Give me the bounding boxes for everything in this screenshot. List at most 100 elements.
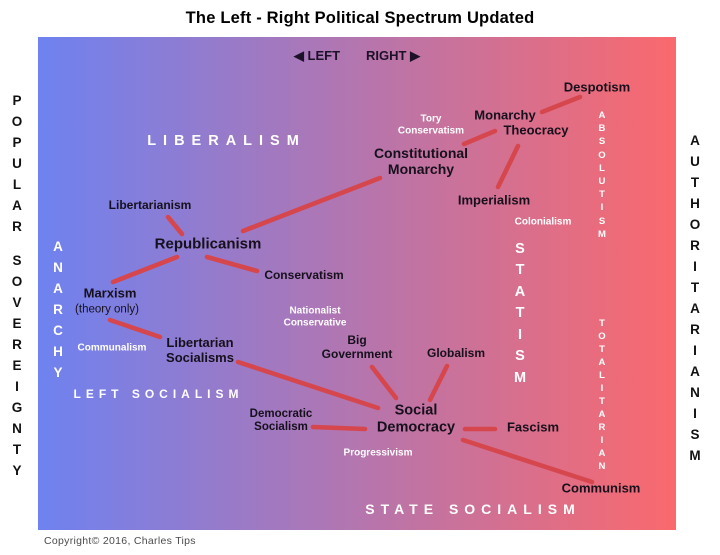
statism-label-letter: I <box>517 326 523 343</box>
statism-label-letter: S <box>515 240 525 257</box>
node-republicanism-text: Republicanism <box>154 235 262 253</box>
authoritarianism-label-letter: T <box>690 175 700 190</box>
node-fascism: Fascism <box>507 420 559 436</box>
anarchy-label-letter: R <box>53 302 63 317</box>
popular-sovereignty-label-letter: A <box>12 198 22 213</box>
node-tory-conservatism: Tory Conservatism <box>398 114 464 137</box>
anarchy-label-letter: Y <box>53 365 63 380</box>
popular-sovereignty-label-letter: P <box>12 135 22 150</box>
region-liberalism: LIBERALISM <box>147 133 306 149</box>
absolutism-label-letter: O <box>598 149 606 161</box>
node-democratic-socialism: Democratic Socialism <box>250 408 313 434</box>
node-monarchy-text: Monarchy <box>474 107 536 123</box>
popular-sovereignty-label-letter: E <box>12 358 22 373</box>
totalitarian-label-letter: I <box>600 435 604 446</box>
absolutism-label-letter: U <box>598 176 606 188</box>
statism-label-letter: T <box>515 305 525 322</box>
node-progressivism: Progressivism <box>344 447 413 459</box>
node-communism-text: Communism <box>561 480 641 496</box>
absolutism-label-letter: B <box>598 123 606 135</box>
popular-sovereignty-label-letter: V <box>12 295 22 310</box>
absolutism-label-letter: I <box>600 202 604 214</box>
popular-sovereignty-label-letter: E <box>12 316 22 331</box>
authoritarianism-label-letter: T <box>690 280 700 295</box>
popular-sovereignty-label-letter: Y <box>12 463 22 478</box>
node-libertarianism-text: Libertarianism <box>108 198 192 213</box>
popular-sovereignty-label-letter: R <box>12 337 22 352</box>
popular-sovereignty-label-letter: O <box>11 274 23 289</box>
node-tory-conservatism-text: Conservatism <box>397 125 465 136</box>
node-marxism: Marxism <box>83 285 137 302</box>
authoritarianism-label-letter: R <box>690 238 700 253</box>
authoritarianism-label-letter: A <box>690 301 700 316</box>
popular-sovereignty-label-letter: N <box>12 421 22 436</box>
node-colonialism-text: Colonialism <box>514 216 572 228</box>
node-social-democracy: Social Democracy <box>377 402 455 435</box>
popular-sovereignty-label-letter <box>12 237 23 250</box>
left-arrow-label: ◀ LEFT <box>293 48 341 63</box>
node-globalism: Globalism <box>427 346 485 361</box>
node-big-government-text: Government <box>321 347 393 361</box>
node-big-government: Big Government <box>321 333 393 362</box>
node-nationalist-conservative: Nationalist Conservative <box>284 306 347 329</box>
region-left-socialism: LEFT SOCIALISM <box>73 387 244 401</box>
node-democratic-socialism-text: Socialism <box>254 421 308 433</box>
node-communalism: Communalism <box>78 342 147 354</box>
node-theocracy: Theocracy <box>503 122 569 139</box>
absolutism-label-letter: L <box>599 162 605 174</box>
totalitarian-label-letter: I <box>600 383 604 394</box>
node-libertarian-socialisms-text: Libertarian <box>166 335 234 351</box>
totalitarian-label-letter: T <box>599 318 605 329</box>
statism-label-letter: A <box>514 283 526 300</box>
node-nationalist-conservative-text: Nationalist <box>289 305 341 317</box>
authoritarianism-label-letter: N <box>690 385 700 400</box>
node-despotism-text: Despotism <box>563 79 631 95</box>
node-imperialism: Imperialism <box>458 193 530 209</box>
page-title: The Left - Right Political Spectrum Upda… <box>185 9 535 27</box>
node-communalism-text: Communalism <box>77 342 147 354</box>
totalitarian-label-letter: T <box>599 396 605 407</box>
direction-legend: ◀ LEFT RIGHT ▶ <box>38 48 676 64</box>
popular-sovereignty-label-letter: T <box>12 442 22 457</box>
authoritarianism-label-letter: S <box>690 427 700 442</box>
popular-sovereignty-label-letter: S <box>12 253 22 268</box>
authoritarianism-label-letter: U <box>690 154 700 169</box>
node-theocracy-text: Theocracy <box>503 122 569 138</box>
node-big-government-text: Big <box>347 333 367 348</box>
node-marxism-text: Marxism <box>83 285 137 301</box>
node-colonialism: Colonialism <box>515 216 572 228</box>
absolutism-label-letter: S <box>598 215 606 227</box>
authoritarianism-label-letter: H <box>690 196 700 211</box>
node-tory-conservatism-text: Tory <box>420 113 442 125</box>
authoritarianism-label-letter: O <box>689 217 701 232</box>
node-communism: Communism <box>561 480 641 497</box>
totalitarian-label-letter: A <box>598 409 606 420</box>
node-libertarian-socialisms: Libertarian Socialisms <box>166 335 234 366</box>
statism-label-letter: S <box>515 348 525 365</box>
node-social-democracy-text: Democracy <box>376 419 456 435</box>
absolutism-label-letter: A <box>598 110 606 122</box>
anarchy-label-letter: A <box>53 239 63 254</box>
popular-sovereignty-label-letter: L <box>12 177 22 192</box>
node-marxism-note-text: (theory only) <box>75 303 139 316</box>
node-monarchy: Monarchy <box>474 107 536 124</box>
node-despotism: Despotism <box>563 79 631 96</box>
popular-sovereignty-label-letter: G <box>11 400 23 415</box>
node-libertarian-socialisms-text: Socialisms <box>166 350 234 365</box>
totalitarian-label-letter: A <box>598 448 606 459</box>
statism-label-letter: M <box>513 369 527 386</box>
totalitarian-label-letter: T <box>599 344 605 355</box>
anarchy-label-letter: N <box>53 260 63 275</box>
node-democratic-socialism-text: Democratic <box>249 407 313 420</box>
absolutism-label-letter: M <box>598 228 606 240</box>
popular-sovereignty-label-letter: R <box>12 219 22 234</box>
authoritarianism-label-letter: I <box>693 406 697 421</box>
absolutism-label-letter: T <box>599 189 605 201</box>
